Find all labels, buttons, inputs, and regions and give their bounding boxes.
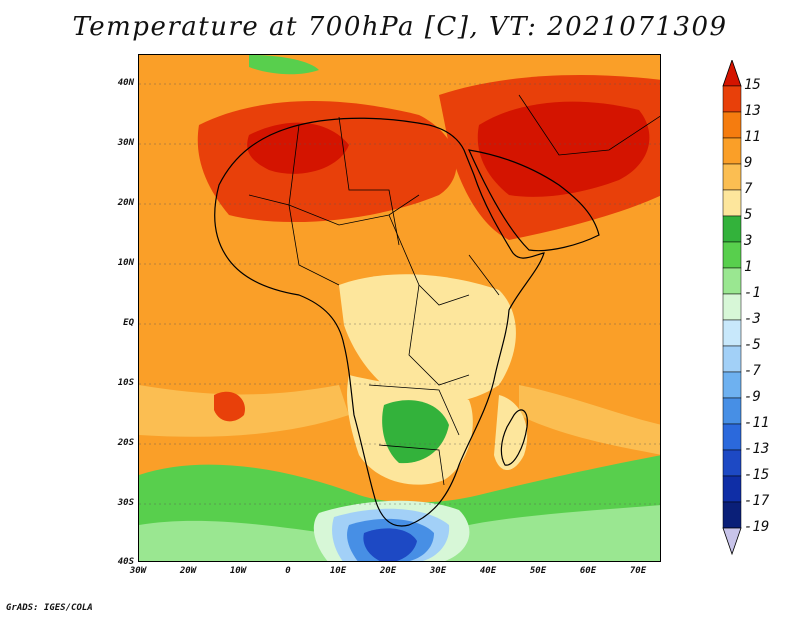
- lat-label-40s: 40S: [117, 557, 134, 567]
- colorbar-swatch-3: [722, 215, 742, 243]
- border-line: [518, 94, 660, 156]
- lon-label-70e: 70E: [629, 566, 647, 576]
- chart-title: Temperature at 700hPa [C], VT: 202107130…: [72, 12, 728, 42]
- border-line: [388, 214, 470, 306]
- lat-label-20s: 20S: [117, 438, 134, 448]
- colorbar-label-11: 11: [744, 129, 761, 145]
- colorbar-swatch-7: [722, 163, 742, 191]
- colorbar-swatch-11: [722, 111, 742, 139]
- temperature-map: [138, 54, 661, 562]
- lat-label-40n: 40N: [117, 78, 134, 88]
- colorbar-swatch-m15: [722, 449, 742, 477]
- colorbar-swatch-m11: [722, 397, 742, 425]
- lon-label-40e: 40E: [479, 566, 497, 576]
- lat-label-30s: 30S: [117, 498, 134, 508]
- lon-label-60e: 60E: [579, 566, 597, 576]
- grads-credit: GrADS: IGES/COLA: [6, 603, 93, 613]
- arabia-coastline: [467, 149, 600, 252]
- border-line: [248, 194, 340, 286]
- colorbar-swatch-m9: [722, 371, 742, 399]
- border-line: [288, 124, 420, 226]
- field-zone-central-africa: [339, 274, 516, 403]
- colorbar-swatch-9: [722, 137, 742, 165]
- lon-label-0: 0: [285, 566, 291, 576]
- colorbar-label-m19: -19: [744, 519, 770, 535]
- colorbar-label-5: 5: [744, 207, 753, 223]
- lat-label-10s: 10S: [117, 378, 134, 388]
- colorbar-label-15: 15: [744, 77, 761, 93]
- africa-coastline: [214, 117, 545, 527]
- colorbar-label-m17: -17: [744, 493, 770, 509]
- colorbar-swatch-m13: [722, 423, 742, 451]
- colorbar-swatch-13: [722, 85, 742, 113]
- lon-label-30e: 30E: [429, 566, 447, 576]
- map-canvas: [139, 55, 660, 561]
- lat-label-30n: 30N: [117, 138, 134, 148]
- colorbar-swatch-m19: [722, 501, 742, 529]
- border-line: [368, 384, 460, 436]
- field-zone-atlantic-warm-spot: [214, 391, 245, 422]
- colorbar-label-7: 7: [744, 181, 753, 197]
- colorbar-label-m13: -13: [744, 441, 770, 457]
- field-zone-madagascar-pale: [494, 395, 528, 470]
- colorbar-swatch-m5: [722, 319, 742, 347]
- colorbar-label-m15: -15: [744, 467, 770, 483]
- border-line: [468, 254, 500, 296]
- border-line: [408, 284, 470, 386]
- colorbar-swatch-m17: [722, 475, 742, 503]
- madagascar-coastline: [500, 409, 528, 466]
- lat-label-eq: EQ: [123, 318, 134, 328]
- lon-label-30w: 30W: [129, 566, 147, 576]
- colorbar-label-m5: -5: [744, 337, 761, 353]
- colorbar-label-3: 3: [744, 233, 753, 249]
- lon-label-10w: 10W: [229, 566, 247, 576]
- lat-label-20n: 20N: [117, 198, 134, 208]
- colorbar-label-1: 1: [744, 259, 753, 275]
- field-zone-arabia-peak: [477, 101, 650, 197]
- colorbar: [722, 60, 742, 556]
- colorbar-label-m1: -1: [744, 285, 761, 301]
- border-line: [338, 116, 400, 246]
- lon-label-20e: 20E: [379, 566, 397, 576]
- colorbar-label-m11: -11: [744, 415, 770, 431]
- lon-label-20w: 20W: [179, 566, 197, 576]
- colorbar-label-m7: -7: [744, 363, 761, 379]
- colorbar-label-9: 9: [744, 155, 753, 171]
- field-zone-mediterranean-cool: [249, 55, 319, 75]
- colorbar-label-13: 13: [744, 103, 761, 119]
- field-zone-botswana-green: [382, 400, 449, 464]
- field-zone-sahara-peak: [247, 122, 349, 174]
- colorbar-cap-top: [722, 60, 742, 87]
- colorbar-cap-bottom: [722, 527, 742, 556]
- colorbar-swatch-m3: [722, 293, 742, 321]
- colorbar-swatch-5: [722, 189, 742, 217]
- colorbar-label-m3: -3: [744, 311, 761, 327]
- field-zone-indian-ocean: [519, 385, 660, 455]
- border-line: [378, 444, 445, 486]
- colorbar-swatch-m7: [722, 345, 742, 373]
- colorbar-swatch-m1: [722, 267, 742, 295]
- graticule: [139, 83, 660, 505]
- country-borders: [248, 94, 660, 486]
- lat-label-10n: 10N: [117, 258, 134, 268]
- colorbar-swatch-1: [722, 241, 742, 269]
- lon-label-10e: 10E: [329, 566, 347, 576]
- lon-label-50e: 50E: [529, 566, 547, 576]
- colorbar-label-m9: -9: [744, 389, 761, 405]
- field-zone-cold-core-inner: [363, 528, 417, 561]
